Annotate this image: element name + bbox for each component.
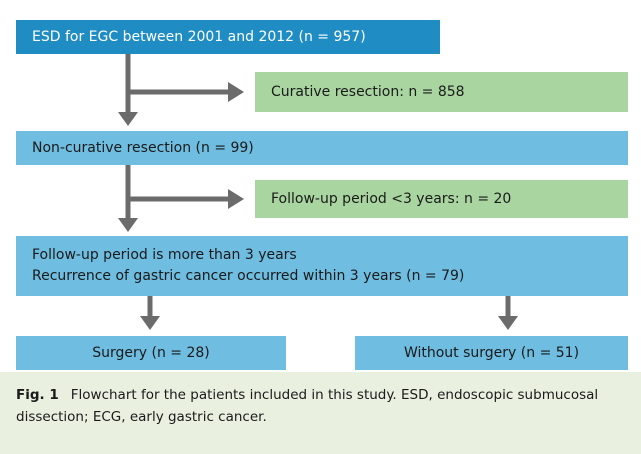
- arrowhead: [228, 189, 244, 209]
- node-box: Curative resection: n = 858: [255, 72, 628, 112]
- node-label: Recurrence of gastric cancer occurred wi…: [32, 268, 465, 284]
- arrowhead: [228, 82, 244, 102]
- node-label: Curative resection: n = 858: [271, 83, 465, 100]
- node-label: ESD for EGC between 2001 and 2012 (n = 9…: [32, 28, 366, 45]
- node-box: Follow-up period <3 years: n = 20: [255, 180, 628, 218]
- arrowhead: [118, 218, 138, 232]
- node-box: Without surgery (n = 51): [355, 336, 628, 370]
- arrowhead: [140, 316, 160, 330]
- node-box: Surgery (n = 28): [16, 336, 286, 370]
- connectors: [118, 54, 518, 330]
- caption-text: Flowchart for the patients included in t…: [16, 387, 599, 425]
- node-label: Without surgery (n = 51): [403, 344, 580, 361]
- node-box: Follow-up period is more than 3 years Re…: [16, 236, 628, 296]
- node-box: ESD for EGC between 2001 and 2012 (n = 9…: [16, 20, 440, 54]
- figure-number: Fig. 1: [16, 387, 59, 403]
- node-label: Follow-up period is more than 3 years: [32, 247, 297, 263]
- node-label: Surgery (n = 28): [92, 344, 210, 361]
- arrowhead: [118, 112, 138, 126]
- node-box: Non-curative resection (n = 99): [16, 131, 628, 165]
- arrowhead: [498, 316, 518, 330]
- caption: Fig. 1 Flowchart for the patients include…: [0, 372, 641, 454]
- node-label: Follow-up period <3 years: n = 20: [271, 190, 512, 207]
- node-label: Non-curative resection (n = 99): [32, 139, 254, 156]
